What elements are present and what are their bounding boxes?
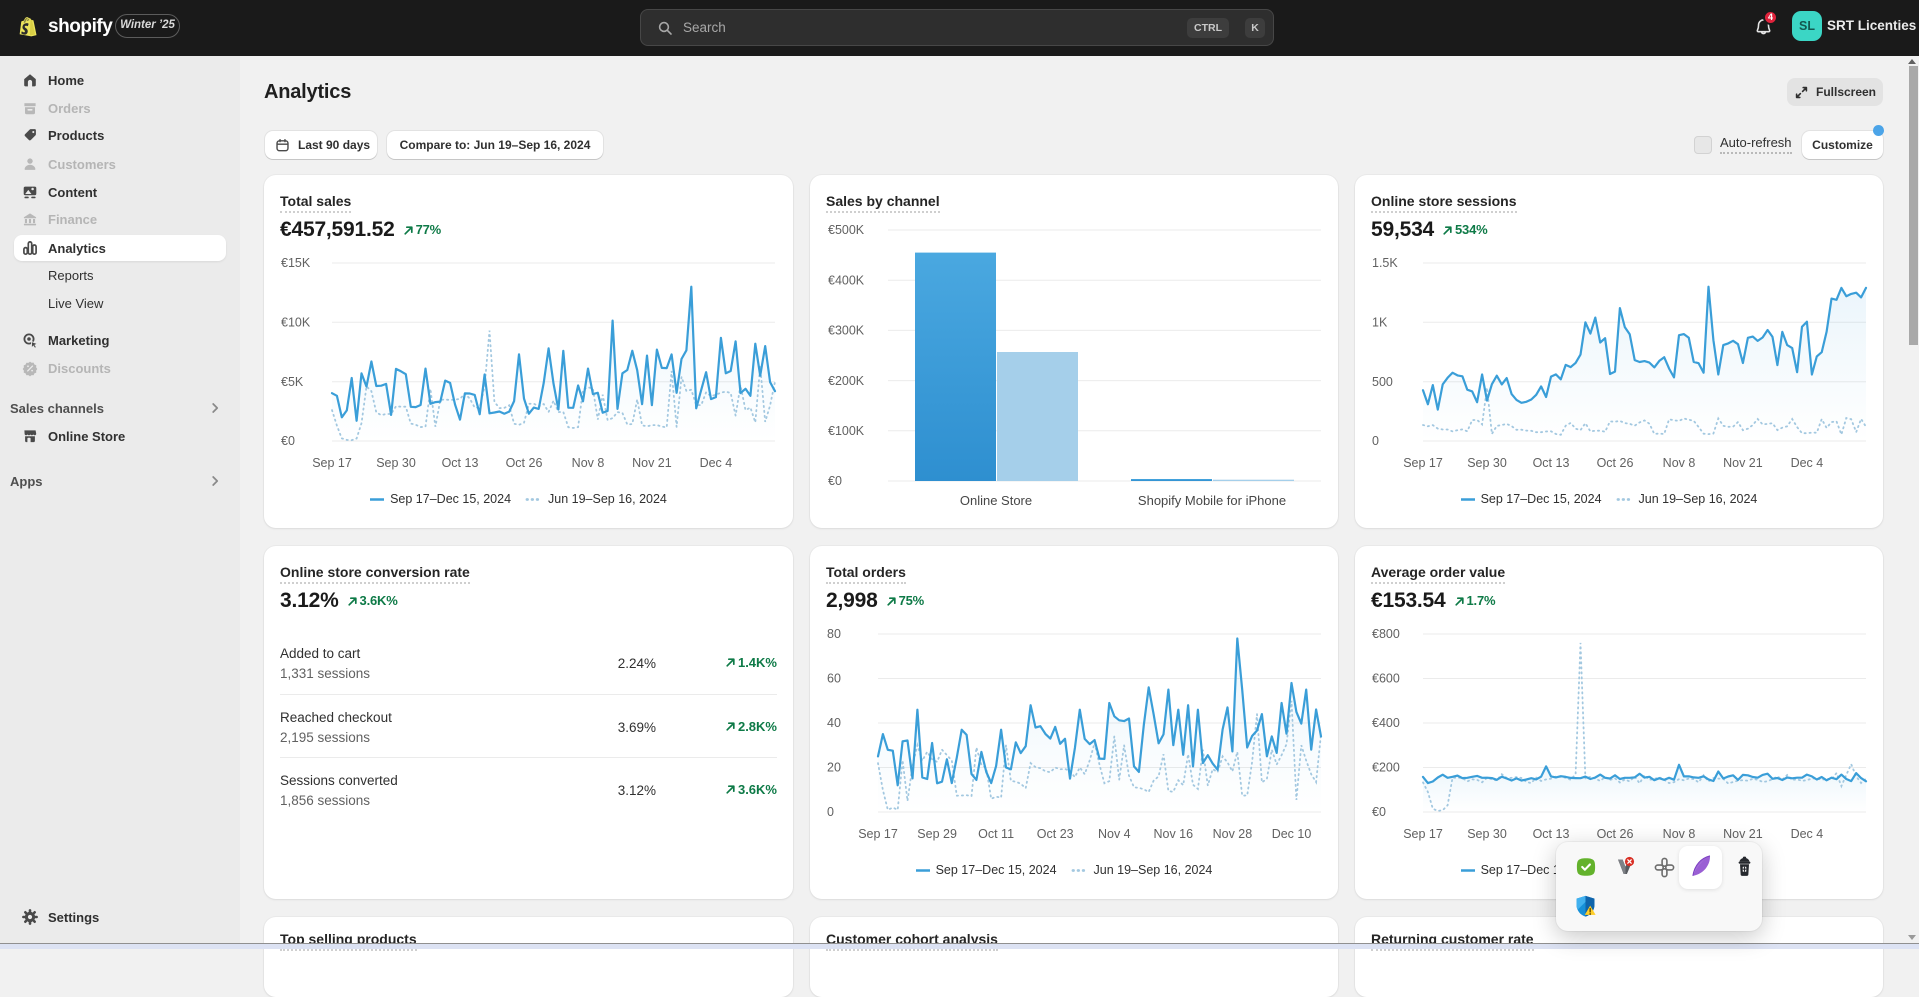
svg-text:Nov 8: Nov 8 — [1663, 827, 1696, 841]
svg-text:€400: €400 — [1372, 716, 1400, 730]
svg-text:Sep 17: Sep 17 — [1403, 827, 1443, 841]
svg-text:Dec 4: Dec 4 — [1791, 456, 1824, 470]
svg-text:€200K: €200K — [828, 374, 865, 388]
svg-text:500: 500 — [1372, 375, 1393, 389]
svg-text:Sep 30: Sep 30 — [1467, 827, 1507, 841]
svg-text:€15K: €15K — [281, 256, 311, 270]
svg-text:20: 20 — [827, 761, 841, 775]
svg-text:Sep 30: Sep 30 — [376, 456, 416, 470]
svg-text:80: 80 — [827, 627, 841, 641]
svg-text:€0: €0 — [828, 474, 842, 488]
svg-text:Online Store: Online Store — [960, 493, 1032, 508]
svg-text:€300K: €300K — [828, 324, 865, 338]
svg-text:Nov 8: Nov 8 — [572, 456, 605, 470]
svg-text:Oct 13: Oct 13 — [1533, 827, 1570, 841]
svg-text:€200: €200 — [1372, 761, 1400, 775]
svg-text:Nov 28: Nov 28 — [1213, 827, 1253, 841]
svg-text:€10K: €10K — [281, 316, 311, 330]
svg-text:€100K: €100K — [828, 424, 865, 438]
svg-text:Oct 13: Oct 13 — [1533, 456, 1570, 470]
svg-text:Nov 21: Nov 21 — [632, 456, 672, 470]
svg-text:€500K: €500K — [828, 223, 865, 237]
svg-text:Oct 11: Oct 11 — [978, 827, 1014, 841]
svg-text:Shopify Mobile for iPhone: Shopify Mobile for iPhone — [1138, 493, 1286, 508]
svg-text:Nov 4: Nov 4 — [1098, 827, 1131, 841]
svg-text:€600: €600 — [1372, 672, 1400, 686]
svg-text:Oct 23: Oct 23 — [1037, 827, 1074, 841]
svg-text:0: 0 — [1372, 434, 1379, 448]
svg-text:Nov 8: Nov 8 — [1663, 456, 1696, 470]
svg-text:Sep 29: Sep 29 — [917, 827, 957, 841]
svg-text:Nov 21: Nov 21 — [1723, 456, 1763, 470]
svg-text:1K: 1K — [1372, 316, 1388, 330]
svg-text:€0: €0 — [1372, 805, 1386, 819]
svg-text:Sep 17: Sep 17 — [858, 827, 898, 841]
svg-text:€400K: €400K — [828, 273, 865, 287]
svg-text:Dec 4: Dec 4 — [700, 456, 733, 470]
svg-text:Sep 30: Sep 30 — [1467, 456, 1507, 470]
svg-text:Oct 26: Oct 26 — [506, 456, 543, 470]
svg-text:€800: €800 — [1372, 627, 1400, 641]
svg-text:Dec 4: Dec 4 — [1791, 827, 1824, 841]
svg-text:Dec 10: Dec 10 — [1272, 827, 1312, 841]
svg-text:0: 0 — [827, 805, 834, 819]
svg-text:Oct 26: Oct 26 — [1597, 456, 1634, 470]
svg-text:1.5K: 1.5K — [1372, 256, 1398, 270]
svg-text:60: 60 — [827, 672, 841, 686]
svg-text:Oct 13: Oct 13 — [442, 456, 479, 470]
svg-text:Nov 21: Nov 21 — [1723, 827, 1763, 841]
svg-text:40: 40 — [827, 716, 841, 730]
svg-text:Oct 26: Oct 26 — [1597, 827, 1634, 841]
svg-text:Sep 17: Sep 17 — [312, 456, 352, 470]
svg-text:€5K: €5K — [281, 375, 304, 389]
svg-text:€0: €0 — [281, 434, 295, 448]
svg-text:Nov 16: Nov 16 — [1153, 827, 1193, 841]
svg-text:Sep 17: Sep 17 — [1403, 456, 1443, 470]
